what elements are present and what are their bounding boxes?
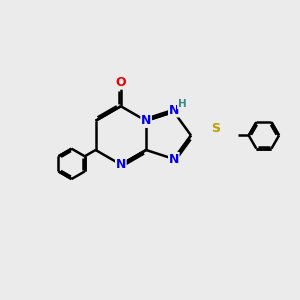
Text: S: S [211,122,220,136]
Text: O: O [116,76,126,89]
Text: N: N [169,104,179,117]
Text: N: N [116,158,126,171]
Text: N: N [141,114,151,127]
Text: N: N [169,152,179,166]
Text: H: H [178,99,186,109]
